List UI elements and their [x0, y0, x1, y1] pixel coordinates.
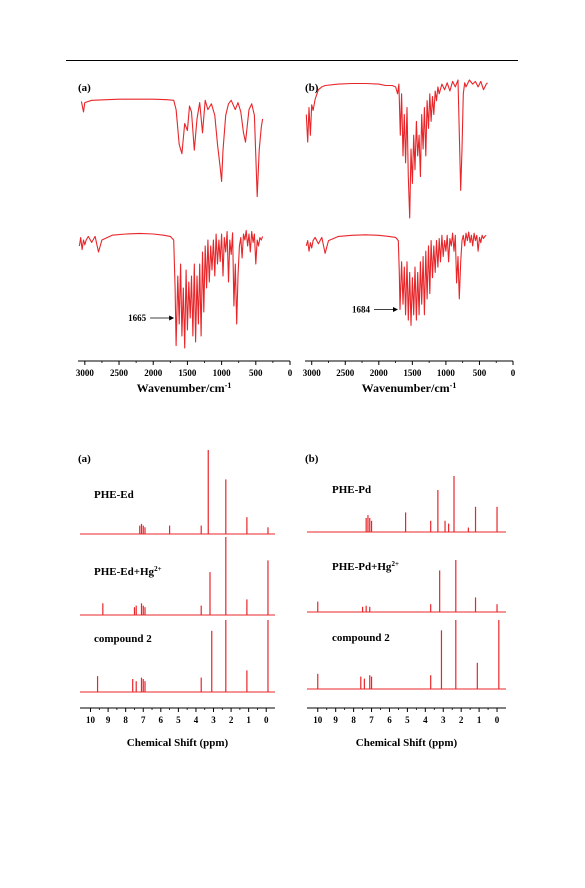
x-tick-label: 2000: [370, 368, 389, 378]
x-tick-label: 2500: [110, 368, 129, 378]
x-tick-label: 10: [86, 715, 96, 725]
x-tick-label: 3000: [76, 368, 95, 378]
ir-trace-1: [80, 98, 264, 198]
x-axis-label: Chemical Shift (ppm): [127, 737, 229, 749]
x-axis-label: Wavenumber/cm-1: [137, 381, 232, 396]
series-label: compound 2: [94, 633, 152, 645]
ir-panel-a: (a) 1665 3000 2500 2000 1500 1000 500 0 Wavenumbe…: [76, 82, 293, 395]
peak-annotation: 1684: [352, 305, 371, 315]
x-tick-label: 0: [264, 715, 269, 725]
x-tick-label: 500: [249, 368, 263, 378]
peak-annotation: 1665: [128, 313, 147, 323]
x-tick-label: 3: [441, 715, 446, 725]
annotation-arrowhead: [393, 307, 399, 312]
x-tick-label: 2500: [336, 368, 355, 378]
series-label: PHE-Pd+Hg2+: [332, 560, 399, 573]
x-tick-label: 9: [333, 715, 338, 725]
x-tick-label: 2000: [144, 368, 163, 378]
series-label: compound 2: [332, 632, 390, 644]
series-label: PHE-Pd: [332, 484, 371, 496]
x-tick-label: 1000: [213, 368, 232, 378]
panel-label: (b): [305, 82, 319, 94]
series-label: PHE-Ed+Hg2+: [94, 565, 162, 578]
ir-trace-1: [305, 79, 488, 219]
x-tick-label: 3000: [303, 368, 322, 378]
x-tick-label: 1000: [437, 368, 456, 378]
series-label: PHE-Ed: [94, 489, 134, 501]
ir-trace-2: [78, 229, 264, 349]
x-tick-label: 1500: [178, 368, 197, 378]
x-tick-label: 0: [288, 368, 293, 378]
x-tick-label: 6: [387, 715, 392, 725]
x-tick-label: 1: [477, 715, 482, 725]
x-tick-label: 8: [123, 715, 128, 725]
panel-label: (b): [305, 453, 319, 465]
x-tick-label: 5: [176, 715, 181, 725]
x-tick-label: 500: [473, 368, 487, 378]
x-tick-label: 6: [159, 715, 164, 725]
ir-trace-2: [305, 231, 487, 326]
x-tick-label: 5: [405, 715, 410, 725]
x-tick-label: 7: [369, 715, 374, 725]
x-tick-label: 9: [106, 715, 111, 725]
x-tick-label: 0: [511, 368, 516, 378]
x-tick-label: 2: [459, 715, 464, 725]
x-tick-label: 10: [313, 715, 323, 725]
x-tick-label: 3: [211, 715, 216, 725]
x-tick-label: 7: [141, 715, 146, 725]
x-tick-label: 1500: [403, 368, 422, 378]
ir-panel-b: (b) 1684 3000 2500 2000 1500 1000 500 0 Wavenumbe…: [303, 79, 516, 396]
x-tick-label: 4: [194, 715, 199, 725]
x-tick-label: 8: [351, 715, 356, 725]
x-axis-label: Wavenumber/cm-1: [362, 381, 457, 396]
panel-label: (a): [78, 453, 91, 465]
x-tick-label: 2: [229, 715, 234, 725]
x-tick-label: 1: [246, 715, 251, 725]
annotation-arrowhead: [169, 315, 175, 321]
panel-label: (a): [78, 82, 91, 94]
x-axis-label: Chemical Shift (ppm): [356, 737, 458, 749]
x-tick-label: 0: [495, 715, 500, 725]
page-top-rule: [66, 60, 518, 61]
x-tick-label: 4: [423, 715, 428, 725]
